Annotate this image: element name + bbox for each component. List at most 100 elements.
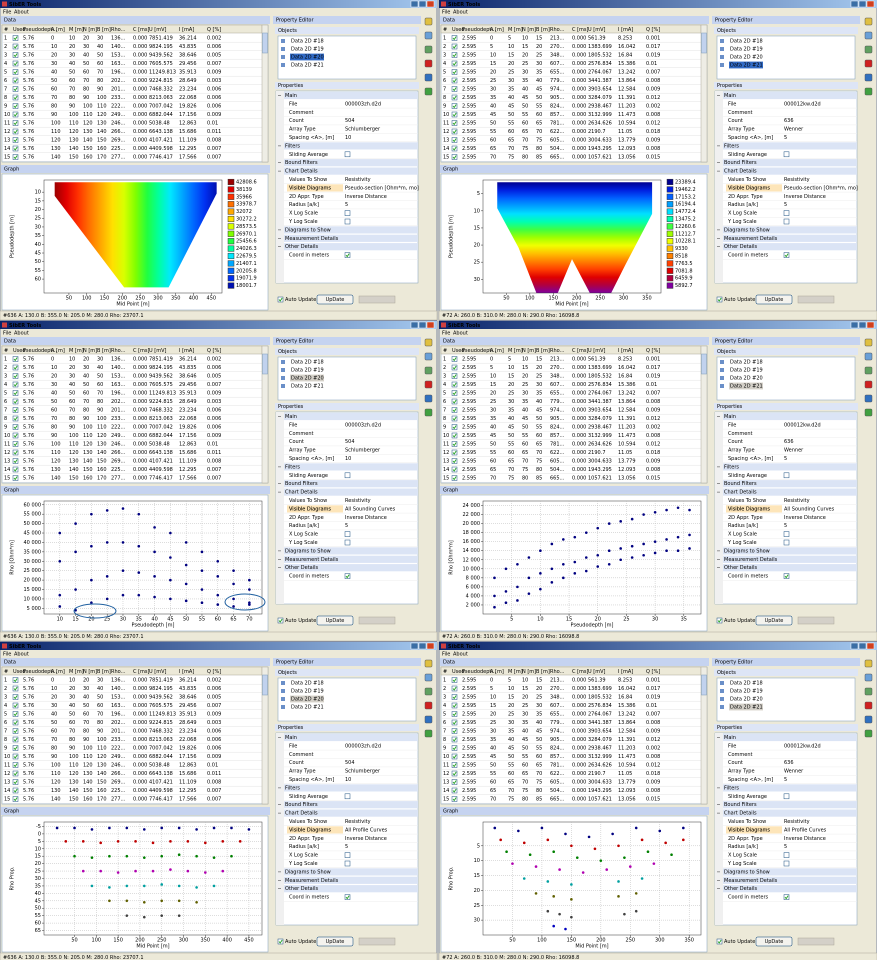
auto-update-label[interactable]: Auto Update <box>285 939 316 945</box>
auto-update-label[interactable]: Auto Update <box>724 297 755 303</box>
menu-item[interactable]: About <box>14 9 29 15</box>
update-button[interactable] <box>316 936 354 947</box>
object-item[interactable]: Data 2D #20 <box>730 697 763 703</box>
window-button[interactable] <box>410 642 419 650</box>
window-button[interactable] <box>426 0 435 8</box>
update-button[interactable] <box>755 936 793 947</box>
toolbar-button[interactable] <box>424 729 433 738</box>
toolbar-button[interactable] <box>424 380 433 389</box>
toolbar-button[interactable] <box>424 687 433 696</box>
toolbar-button[interactable] <box>864 659 873 668</box>
object-item[interactable]: Data 2D #18 <box>291 681 324 687</box>
window-button[interactable] <box>858 321 867 329</box>
menu-item[interactable]: File <box>442 651 450 657</box>
menu-item[interactable]: File <box>3 651 11 657</box>
menu-item[interactable]: About <box>453 9 468 15</box>
window-button[interactable] <box>410 0 419 8</box>
object-item[interactable]: Data 2D #21 <box>730 705 763 711</box>
toolbar-button[interactable] <box>424 73 433 82</box>
window-button[interactable] <box>426 321 435 329</box>
toolbar-button[interactable] <box>864 352 873 361</box>
toolbar-button[interactable] <box>424 701 433 710</box>
object-item[interactable]: Data 2D #20 <box>291 697 324 703</box>
toolbar-button[interactable] <box>424 338 433 347</box>
auto-update-label[interactable]: Auto Update <box>724 618 755 624</box>
object-item[interactable]: Data 2D #19 <box>730 368 763 374</box>
toolbar-button[interactable] <box>864 366 873 375</box>
toolbar-button[interactable] <box>424 352 433 361</box>
object-item[interactable]: Data 2D #18 <box>291 360 324 366</box>
toolbar-button[interactable] <box>864 73 873 82</box>
object-item[interactable]: Data 2D #21 <box>291 384 324 390</box>
object-item[interactable]: Data 2D #20 <box>291 55 324 61</box>
object-item[interactable]: Data 2D #18 <box>291 39 324 45</box>
toolbar-button[interactable] <box>424 366 433 375</box>
toolbar-button[interactable] <box>864 338 873 347</box>
toolbar-button[interactable] <box>424 31 433 40</box>
toolbar-button[interactable] <box>424 59 433 68</box>
object-item[interactable]: Data 2D #20 <box>730 55 763 61</box>
object-item[interactable]: Data 2D #21 <box>291 705 324 711</box>
object-item[interactable]: Data 2D #19 <box>291 368 324 374</box>
toolbar-button[interactable] <box>864 380 873 389</box>
toolbar-button[interactable] <box>864 45 873 54</box>
object-item[interactable]: Data 2D #21 <box>730 63 763 69</box>
toolbar-button[interactable] <box>864 687 873 696</box>
toolbar-button[interactable] <box>864 715 873 724</box>
toolbar-button[interactable] <box>424 87 433 96</box>
update-button[interactable] <box>316 615 354 626</box>
toolbar-button[interactable] <box>424 408 433 417</box>
window-button[interactable] <box>858 0 867 8</box>
menu-item[interactable]: File <box>442 9 450 15</box>
toolbar-button[interactable] <box>864 17 873 26</box>
window-button[interactable] <box>858 642 867 650</box>
auto-update-label[interactable]: Auto Update <box>285 618 316 624</box>
toolbar-button[interactable] <box>424 45 433 54</box>
toolbar-button[interactable] <box>424 17 433 26</box>
window-button[interactable] <box>850 0 859 8</box>
toolbar-button[interactable] <box>864 701 873 710</box>
window-button[interactable] <box>418 0 427 8</box>
toolbar-button[interactable] <box>864 59 873 68</box>
toolbar-button[interactable] <box>424 715 433 724</box>
object-item[interactable]: Data 2D #19 <box>291 47 324 53</box>
toolbar-button[interactable] <box>864 729 873 738</box>
toolbar-button[interactable] <box>864 673 873 682</box>
menu-item[interactable]: File <box>442 330 450 336</box>
object-item[interactable]: Data 2D #19 <box>730 689 763 695</box>
update-button[interactable] <box>316 294 354 305</box>
window-button[interactable] <box>850 321 859 329</box>
window-button[interactable] <box>410 321 419 329</box>
object-item[interactable]: Data 2D #21 <box>730 384 763 390</box>
window-button[interactable] <box>426 642 435 650</box>
menu-item[interactable]: About <box>14 651 29 657</box>
toolbar-button[interactable] <box>864 394 873 403</box>
menu-item[interactable]: About <box>453 330 468 336</box>
toolbar-button[interactable] <box>424 659 433 668</box>
auto-update-label[interactable]: Auto Update <box>724 939 755 945</box>
object-item[interactable]: Data 2D #19 <box>291 689 324 695</box>
toolbar-button[interactable] <box>864 87 873 96</box>
menu-item[interactable]: File <box>3 330 11 336</box>
object-item[interactable]: Data 2D #19 <box>730 47 763 53</box>
window-button[interactable] <box>866 0 875 8</box>
object-item[interactable]: Data 2D #20 <box>730 376 763 382</box>
auto-update-label[interactable]: Auto Update <box>285 297 316 303</box>
object-item[interactable]: Data 2D #18 <box>730 39 763 45</box>
update-button[interactable] <box>755 294 793 305</box>
object-item[interactable]: Data 2D #18 <box>730 360 763 366</box>
update-button[interactable] <box>755 615 793 626</box>
object-item[interactable]: Data 2D #21 <box>291 63 324 69</box>
menu-item[interactable]: About <box>14 330 29 336</box>
object-item[interactable]: Data 2D #18 <box>730 681 763 687</box>
menu-item[interactable]: About <box>453 651 468 657</box>
toolbar-button[interactable] <box>864 31 873 40</box>
toolbar-button[interactable] <box>424 394 433 403</box>
toolbar-button[interactable] <box>864 408 873 417</box>
window-button[interactable] <box>418 642 427 650</box>
window-button[interactable] <box>418 321 427 329</box>
toolbar-button[interactable] <box>424 673 433 682</box>
object-item[interactable]: Data 2D #20 <box>291 376 324 382</box>
window-button[interactable] <box>850 642 859 650</box>
menu-item[interactable]: File <box>3 9 11 15</box>
